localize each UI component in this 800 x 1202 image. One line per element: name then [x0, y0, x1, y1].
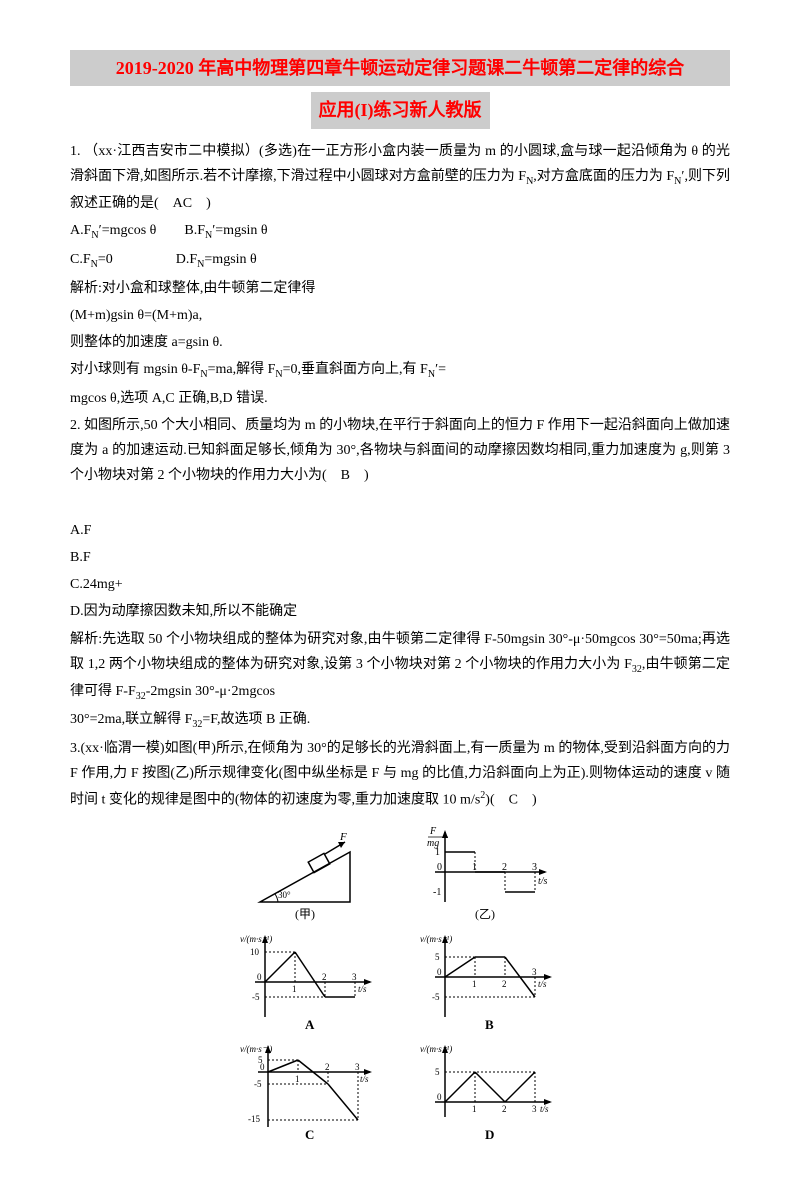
q2-sol1: 解析:先选取 50 个小物块组成的整体为研究对象,由牛顿第二定律得 F-50mg…: [70, 627, 730, 706]
main-title: 2019-2020 年高中物理第四章牛顿运动定律习题课二牛顿第二定律的综合: [70, 50, 730, 86]
svg-text:2: 2: [322, 972, 327, 982]
svg-text:0: 0: [260, 1062, 265, 1072]
svg-text:(乙): (乙): [475, 907, 495, 921]
q1-sol2: (M+m)gsin θ=(M+m)a,: [70, 303, 730, 328]
svg-text:3: 3: [532, 967, 537, 977]
svg-text:0: 0: [437, 967, 442, 977]
svg-text:3: 3: [352, 972, 357, 982]
q2-optC: C.24mg+: [70, 572, 730, 597]
q1-sol3: 则整体的加速度 a=gsin θ.: [70, 330, 730, 355]
svg-text:1: 1: [472, 862, 477, 873]
svg-text:v/(m·s⁻¹): v/(m·s⁻¹): [240, 1044, 272, 1054]
svg-text:5: 5: [435, 1067, 440, 1077]
svg-text:2: 2: [502, 862, 507, 873]
svg-text:2: 2: [325, 1062, 330, 1072]
svg-text:3: 3: [532, 1104, 537, 1114]
svg-text:t/s: t/s: [538, 876, 548, 887]
q1-options-ab: A.FN′=mgcos θ B.FN′=mgsin θ: [70, 218, 730, 245]
svg-text:2: 2: [502, 979, 507, 989]
q2-sol2: 30°=2ma,联立解得 F32=F,故选项 B 正确.: [70, 707, 730, 734]
svg-text:D: D: [485, 1127, 494, 1142]
q2-stem: 2. 如图所示,50 个大小相同、质量均为 m 的小物块,在平行于斜面向上的恒力…: [70, 413, 730, 489]
svg-text:F: F: [429, 826, 437, 837]
q1-stem: 1. （xx·江西吉安市二中模拟）(多选)在一正方形小盒内装一质量为 m 的小圆…: [70, 139, 730, 216]
svg-text:3: 3: [532, 862, 537, 873]
q1-sol5: mgcos θ,选项 A,C 正确,B,D 错误.: [70, 386, 730, 411]
figure-C: 5 -5 -15 0 1 2 3 t/s v/(m·s⁻¹) C: [240, 1042, 380, 1142]
svg-text:t/s: t/s: [358, 984, 367, 994]
q3-stem: 3.(xx·临渭一模)如图(甲)所示,在倾角为 30°的足够长的光滑斜面上,有一…: [70, 736, 730, 812]
svg-text:F: F: [339, 831, 347, 843]
q2-optA: A.F: [70, 518, 730, 543]
svg-text:-5: -5: [252, 992, 260, 1002]
svg-text:1: 1: [472, 1104, 477, 1114]
figure-A: 10 -5 0 1 2 3 t/s v/(m·s⁻¹) A: [240, 932, 380, 1032]
svg-text:-1: -1: [433, 887, 441, 898]
figure-yi: 1 -1 0 1 2 3 t/s F mg (乙): [420, 822, 560, 922]
svg-text:mg: mg: [427, 838, 439, 849]
svg-text:v/(m·s⁻¹): v/(m·s⁻¹): [420, 934, 452, 944]
svg-text:2: 2: [502, 1104, 507, 1114]
q1-sol4: 对小球则有 mgsin θ-FN=ma,解得 FN=0,垂直斜面方向上,有 FN…: [70, 357, 730, 384]
svg-text:3: 3: [355, 1062, 360, 1072]
svg-text:0: 0: [437, 862, 442, 873]
q1-options-cd: C.FN=0 D.FN=mgsin θ: [70, 247, 730, 274]
figure-B: 5 -5 0 1 2 3 t/s v/(m·s⁻¹) B: [420, 932, 560, 1032]
svg-text:1: 1: [472, 979, 477, 989]
figure-jia: F 30° (甲): [240, 822, 380, 922]
svg-text:v/(m·s⁻¹): v/(m·s⁻¹): [240, 934, 272, 944]
q2-optD: D.因为动摩擦因数未知,所以不能确定: [70, 599, 730, 624]
subtitle: 应用(I)练习新人教版: [311, 92, 490, 128]
svg-text:0: 0: [257, 972, 262, 982]
content-area: 1. （xx·江西吉安市二中模拟）(多选)在一正方形小盒内装一质量为 m 的小圆…: [70, 139, 730, 1143]
svg-text:1: 1: [295, 1074, 300, 1084]
figure-D: 5 0 1 2 3 t/s v/(m·s⁻¹) D: [420, 1042, 560, 1142]
q2-optB: B.F: [70, 545, 730, 570]
svg-text:B: B: [485, 1017, 494, 1032]
svg-text:t/s: t/s: [360, 1074, 369, 1084]
q2-blank: [70, 491, 730, 516]
svg-text:v/(m·s⁻¹): v/(m·s⁻¹): [420, 1044, 452, 1054]
svg-text:1: 1: [292, 984, 297, 994]
svg-text:t/s: t/s: [538, 979, 547, 989]
svg-text:C: C: [305, 1127, 314, 1142]
svg-text:(甲): (甲): [295, 907, 315, 921]
figures-block: F 30° (甲) 1 -1 0 1 2 3: [70, 822, 730, 1142]
svg-text:-5: -5: [432, 992, 440, 1002]
svg-text:-15: -15: [248, 1114, 260, 1124]
svg-text:5: 5: [435, 952, 440, 962]
svg-text:A: A: [305, 1017, 315, 1032]
svg-text:10: 10: [250, 947, 260, 957]
svg-text:0: 0: [437, 1092, 442, 1102]
svg-text:30°: 30°: [278, 890, 291, 900]
q1-sol1: 解析:对小盒和球整体,由牛顿第二定律得: [70, 276, 730, 301]
svg-text:-5: -5: [254, 1079, 262, 1089]
svg-text:t/s: t/s: [540, 1104, 549, 1114]
